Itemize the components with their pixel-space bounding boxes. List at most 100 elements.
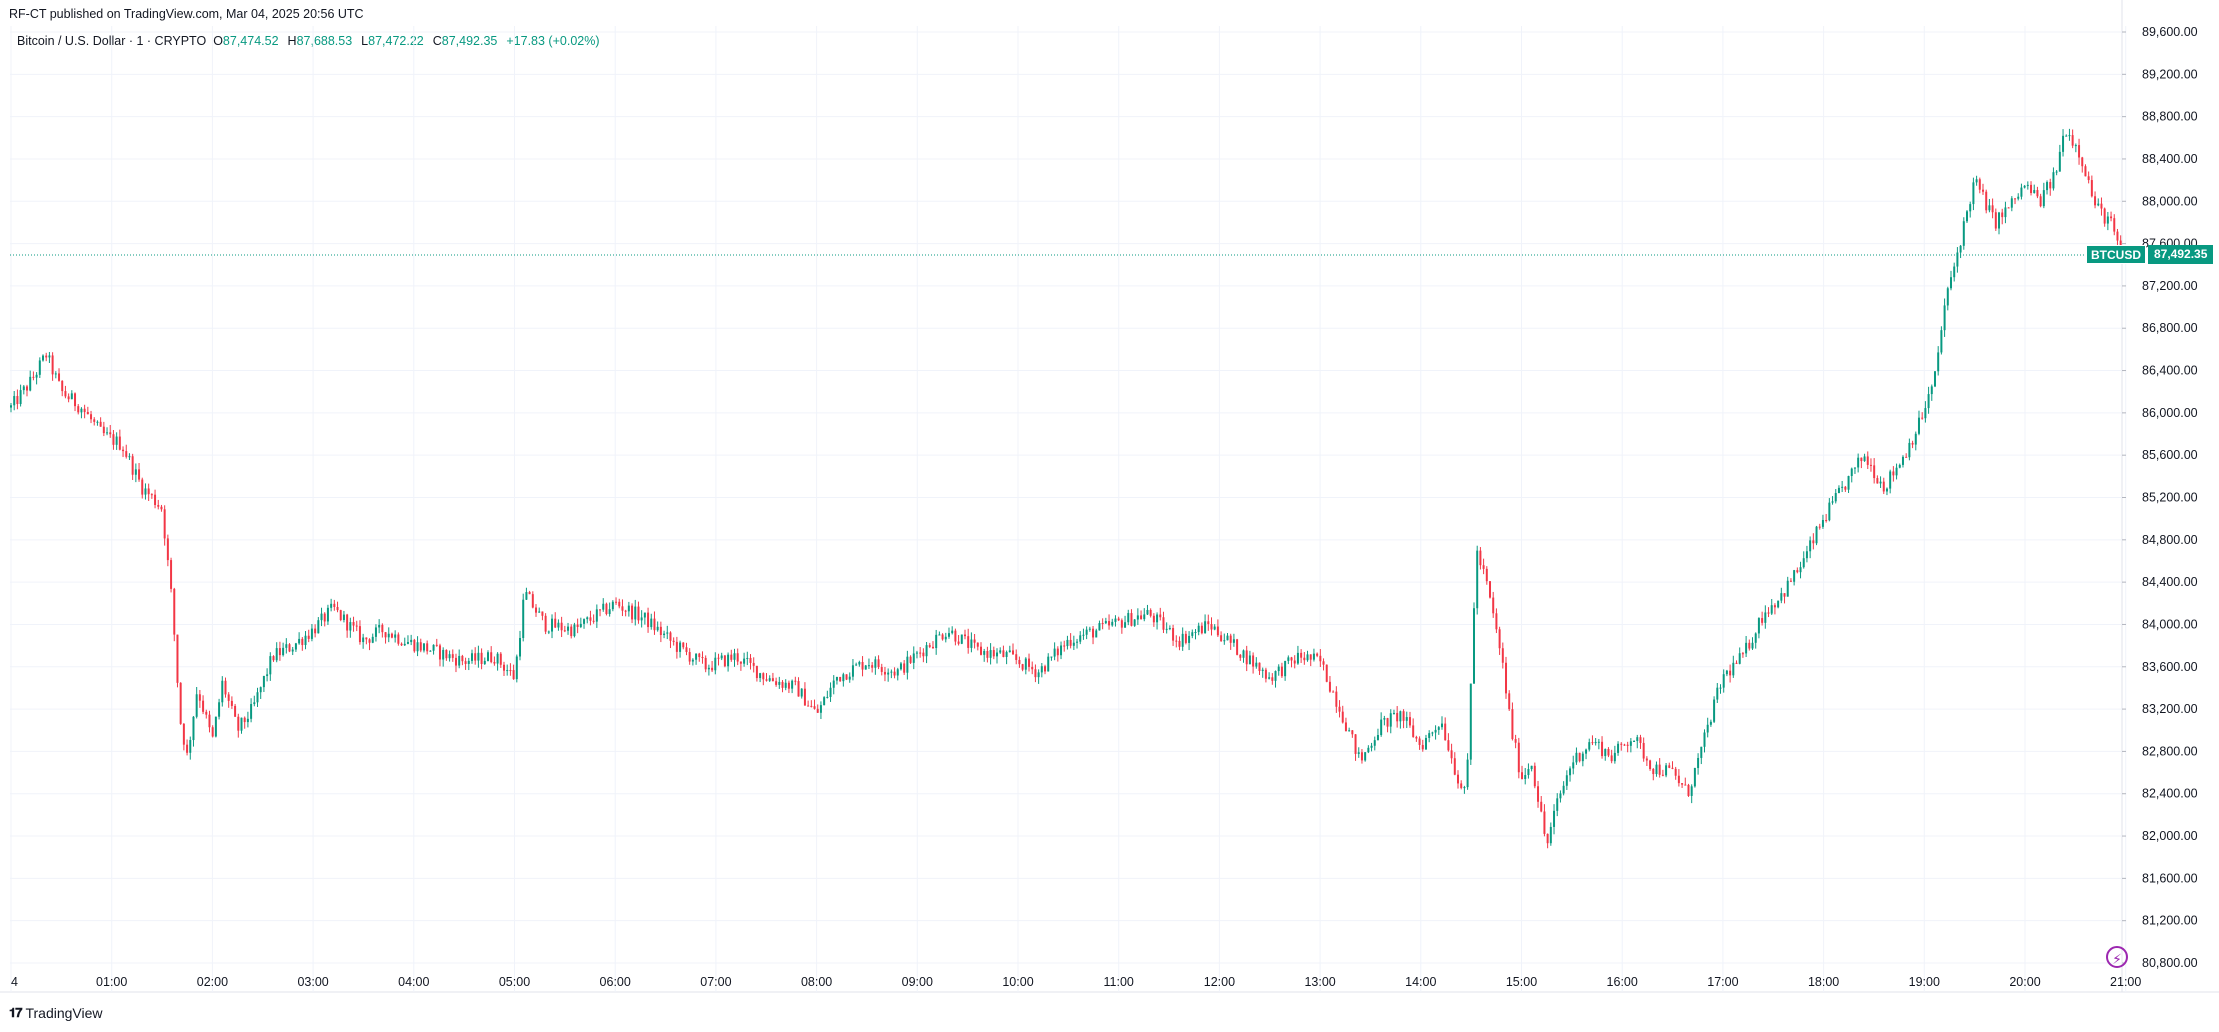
candle-body [1437,727,1440,730]
candle [1053,642,1056,661]
candle-body [282,647,285,656]
candle [1264,667,1267,683]
candle-body [1591,742,1594,744]
candle-body [1780,593,1783,601]
candle [736,648,739,666]
candle-body [976,642,979,647]
candle-body [269,656,272,675]
candle [586,616,589,624]
candle-body [77,406,80,413]
candle-body [1204,621,1207,634]
candle-body [1380,719,1383,736]
candle-body [1367,747,1370,753]
time-axis[interactable]: 4 01:00 02:00 03:00 04:00 05:00 06:00 07:00 08:0… [11,975,2141,989]
candle-body [1693,768,1696,787]
candle [339,609,342,622]
candle [1344,717,1347,732]
candle [1511,702,1514,741]
candle [1722,669,1725,693]
candle [1063,640,1066,652]
candle [727,652,730,672]
candle-body [1117,618,1120,621]
y-tick-label: 84,400.00 [2142,575,2198,589]
price-axis[interactable]: 80,800.00 81,200.00 81,600.00 82,000.00 82,4… [2122,25,2198,970]
lightning-icon[interactable]: ⚡ [2106,946,2128,968]
candle-body [1937,352,1940,372]
candle-body [1940,330,1943,353]
candle-body [64,391,67,397]
candle-body [96,421,99,423]
candle-body [1200,625,1203,634]
candle [1655,761,1658,777]
candle [64,385,67,399]
candle-body [397,634,400,644]
candle-body [1175,640,1178,642]
candle [1354,734,1357,761]
candle-body [1489,581,1492,598]
candle-body [1229,635,1232,643]
candle-body [179,682,182,724]
candle-body [205,711,208,715]
candle [234,703,237,718]
candle-body [1210,624,1213,630]
candle [1998,211,2001,235]
price-badge-symbol: BTCUSD [2086,244,2146,264]
candle-body [842,674,845,682]
candle-body [1905,456,1908,458]
candle-body [2071,135,2074,146]
candle [1917,410,1920,436]
candle-body [1188,635,1191,643]
candle [1985,189,1988,214]
candle-body [1463,787,1466,789]
candle [1296,645,1299,665]
candle-body [1812,540,1815,544]
candle-body [1232,639,1235,643]
candle-body [1354,734,1357,754]
candle [301,637,304,651]
candle [1732,655,1735,678]
candle [957,635,960,646]
candle-body [1639,737,1642,743]
candle [794,676,797,686]
candle [1517,737,1520,779]
candle-body [1732,662,1735,676]
candle [1914,431,1917,451]
candle [1376,728,1379,741]
candle-body [2110,216,2113,219]
candle [1431,731,1434,737]
candle [787,680,790,694]
candle [2036,186,2039,199]
candle [583,618,586,629]
candle-body [1261,669,1264,672]
candle [1328,676,1331,693]
candle-body [403,643,406,646]
candle [1767,607,1770,618]
candle [2062,129,2065,157]
candle [336,601,339,613]
candle-body [1370,745,1373,748]
candle-body [771,678,774,682]
candle [1396,706,1399,728]
tradingview-brand[interactable]: 𝟏𝟕 TradingView [9,1005,103,1021]
y-tick-label: 87,200.00 [2142,279,2198,293]
candle-body [70,393,73,400]
candle [1136,608,1139,625]
candle-body [1719,687,1722,689]
candle [1946,286,1949,311]
candle [320,607,323,627]
candle-body [1671,767,1674,769]
candle-body [707,667,710,670]
candle [602,598,605,612]
candle [2071,129,2074,149]
candle [1559,790,1562,803]
candle-body [298,638,301,644]
candle-body [1338,706,1341,712]
candle-body [634,606,637,620]
candle [1460,780,1463,790]
candle [1226,632,1229,641]
candle [458,649,461,669]
candle-body [765,679,768,681]
candle [1578,752,1581,763]
candle [1825,513,1828,523]
